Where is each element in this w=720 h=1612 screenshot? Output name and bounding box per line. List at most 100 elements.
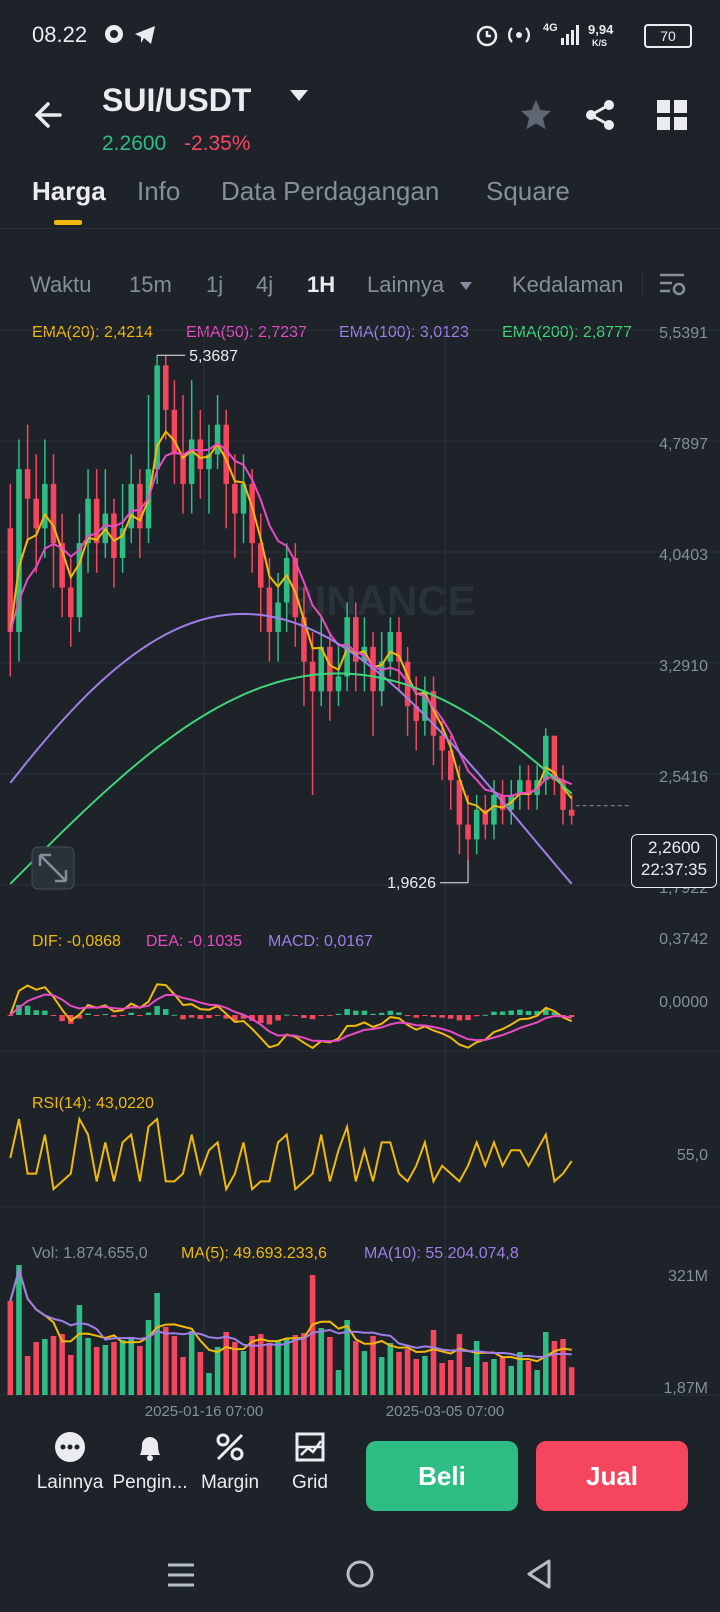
dif-legend: DIF: -0,0868 (32, 933, 121, 950)
share-icon[interactable] (582, 97, 618, 133)
ema-lines (9, 429, 573, 885)
macd-histogram-bar (543, 1008, 549, 1015)
more-button[interactable]: Lainnya (29, 1420, 111, 1494)
margin-icon (216, 1433, 244, 1461)
macd-histogram-bar (275, 1015, 281, 1021)
alert-button[interactable]: Pengin... (109, 1420, 191, 1494)
tf-1h[interactable]: 1H (307, 272, 336, 297)
pair-title[interactable]: SUI/USDT (102, 82, 252, 118)
macd-histogram-bar (137, 1015, 143, 1016)
recent-apps-icon[interactable] (166, 1560, 196, 1590)
volume-bar (430, 1330, 437, 1395)
candle-body (119, 528, 126, 558)
volume-bar (361, 1351, 368, 1395)
tf-waktu[interactable]: Waktu (30, 272, 92, 297)
price-axis-label: 5,5391 (659, 325, 708, 342)
candle-body (223, 424, 229, 484)
status-bar: 08.22 4G 9,94 K/S 70 (0, 0, 720, 72)
candle-body (232, 483, 238, 514)
volume-bar (568, 1367, 575, 1395)
volume-bar (232, 1342, 238, 1395)
candle-body (240, 483, 247, 514)
price-axis-label: 2,5416 (659, 769, 708, 786)
rsi-legend: RSI(14): 43,0220 (32, 1095, 154, 1112)
macd-histogram-bar (370, 1013, 376, 1015)
candles-group (7, 355, 575, 861)
tf-lainnya[interactable]: Lainnya (367, 272, 445, 297)
candle-body (543, 735, 549, 781)
tab-square[interactable]: Square (486, 176, 570, 206)
low-price-label: 1,9626 (387, 875, 436, 892)
sell-button[interactable]: Jual (536, 1441, 688, 1511)
grid-bot-icon (295, 1432, 325, 1462)
candle-body (396, 632, 402, 662)
macd-histogram-bar (206, 1015, 212, 1019)
tf-kedalaman[interactable]: Kedalaman (512, 272, 624, 297)
volume-bar (240, 1351, 247, 1395)
candlestick-chart[interactable]: BINANCE 5,3687 1,9626 5,5391 4,7897 4,0403 3,… (0, 0, 720, 1420)
favorite-star-icon[interactable] (518, 97, 554, 133)
pair-dropdown-caret-icon[interactable] (290, 90, 308, 101)
tab-data-perdagangan[interactable]: Data Perdagangan (221, 176, 440, 206)
macd-histogram-bar (491, 1011, 497, 1015)
candle-body (7, 528, 14, 633)
indicator-axis-label: 55,0 (677, 1147, 708, 1164)
macd-histogram-bar (422, 1015, 428, 1016)
volume-bar (180, 1357, 186, 1395)
macd-histogram-bar (482, 1014, 489, 1016)
tf-4j[interactable]: 4j (256, 272, 274, 297)
tab-harga[interactable]: Harga (32, 176, 106, 206)
back-arrow-icon[interactable] (30, 95, 70, 135)
macd-histogram-bar (42, 1010, 48, 1015)
volume-bar (33, 1342, 39, 1395)
candle-body (188, 439, 195, 484)
dea-line (9, 993, 572, 1043)
candle-body (206, 454, 212, 470)
volume-bar (119, 1340, 126, 1395)
bell-icon (140, 1437, 160, 1461)
expand-chart-icon[interactable] (31, 846, 75, 890)
4g-signal-icon (561, 25, 579, 45)
main-tabs: Harga Info Data Perdagangan Square (0, 168, 720, 229)
tf-15m[interactable]: 15m (129, 272, 172, 297)
home-icon[interactable] (344, 1558, 376, 1590)
candle-body (197, 439, 204, 470)
macd-histogram-bar (16, 1004, 22, 1015)
macd-histogram-bar (309, 1015, 316, 1020)
lainnya-caret-icon[interactable] (460, 282, 472, 290)
chart-grid (0, 329, 720, 1396)
dea-legend: DEA: -0,1035 (146, 933, 243, 950)
tab-info[interactable]: Info (137, 176, 181, 206)
buy-button[interactable]: Beli (366, 1441, 518, 1511)
volume-bar (50, 1336, 57, 1395)
chart-settings-icon[interactable] (658, 270, 686, 298)
volume-bar (370, 1336, 376, 1395)
candle-body (137, 483, 143, 529)
macd-histogram-bar (85, 1013, 91, 1015)
candle-body (111, 513, 117, 558)
volume-bar (560, 1339, 566, 1395)
margin-button[interactable]: Margin (189, 1420, 271, 1494)
macd-histogram-bar (327, 1015, 333, 1016)
grid-menu-icon[interactable] (654, 97, 690, 133)
back-nav-icon[interactable] (524, 1558, 554, 1590)
candle-body (439, 735, 445, 751)
volume-bar (448, 1360, 454, 1395)
macd-histogram-bar (448, 1015, 454, 1019)
candle-body (292, 557, 299, 618)
grid-button[interactable]: Grid (269, 1420, 351, 1494)
rsi-panel (9, 1115, 573, 1193)
volume-bar (318, 1328, 324, 1395)
price-axis-label: 4,0403 (659, 547, 708, 564)
volume-bar (482, 1362, 489, 1395)
battery-indicator: 70 (644, 24, 692, 48)
macd-histogram-bar (525, 1011, 532, 1015)
volume-bar (499, 1357, 506, 1395)
rsi-line (9, 1115, 573, 1193)
tf-1j[interactable]: 1j (206, 272, 224, 297)
last-price: 2.2600 (102, 132, 167, 155)
macd-histogram-bar (344, 1008, 350, 1015)
timeframe-bar: Waktu 15m 1j 4j 1H Lainnya Kedalaman (0, 262, 720, 312)
net-speed: 9,94 (588, 22, 614, 37)
volume-bar (102, 1345, 109, 1395)
